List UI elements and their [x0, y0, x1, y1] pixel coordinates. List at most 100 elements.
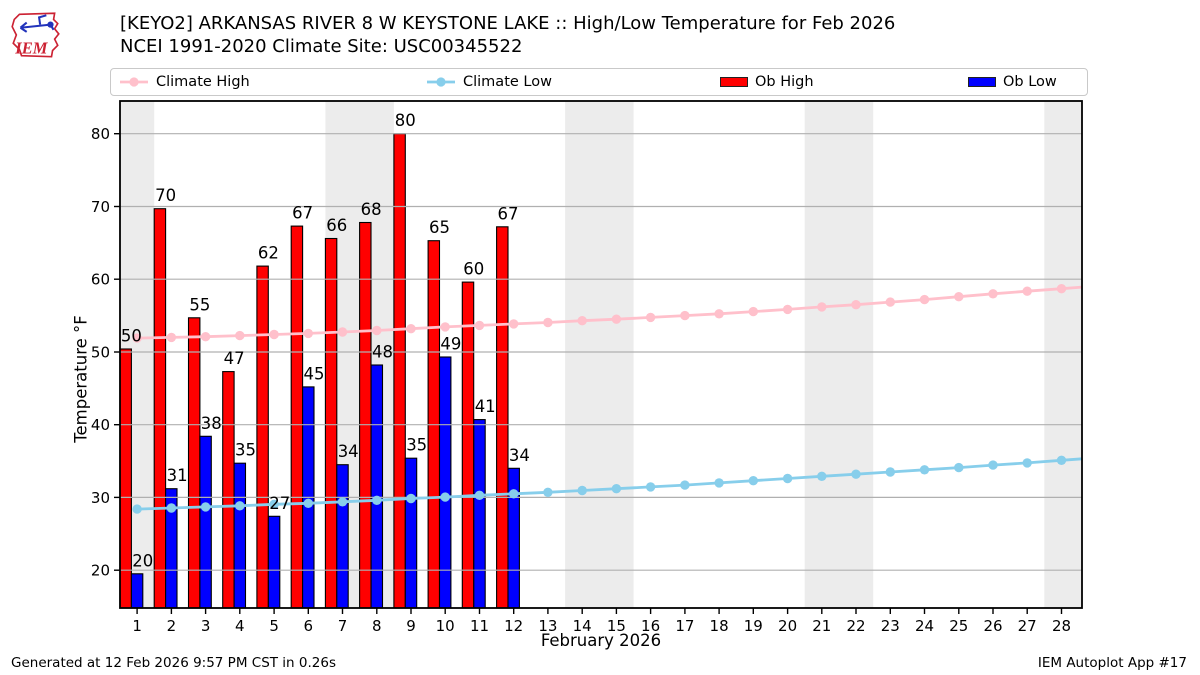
x-tick-label: 11 — [470, 617, 489, 635]
y-tick-label: 50 — [91, 344, 110, 362]
x-tick-label: 28 — [1052, 617, 1071, 635]
y-tick-label: 70 — [91, 198, 110, 216]
ob-high-value-label: 68 — [361, 200, 382, 219]
climate-low-marker — [509, 489, 519, 499]
y-tick-label: 80 — [91, 125, 110, 143]
climate-low-marker — [680, 480, 690, 490]
climate-low-marker — [372, 495, 382, 505]
logo-text: IEM — [14, 39, 48, 58]
ob-high-bar — [153, 208, 167, 609]
climate-low-marker — [235, 501, 245, 511]
climate-high-marker — [406, 324, 416, 334]
climate-low-marker — [543, 487, 553, 497]
climate-low-marker — [611, 484, 622, 494]
x-tick-label: 26 — [983, 617, 1002, 635]
ob-high-bar — [187, 317, 201, 609]
chart-title-block: [KEYO2] ARKANSAS RIVER 8 W KEYSTONE LAKE… — [120, 12, 895, 58]
x-axis-label: February 2026 — [540, 631, 662, 650]
chart-subtitle: NCEI 1991-2020 Climate Site: USC00345522 — [120, 36, 523, 57]
climate-high-line-swatch — [120, 77, 148, 87]
climate-high-marker — [372, 325, 382, 336]
legend-label: Climate High — [156, 74, 250, 90]
ob-high-value-label: 80 — [395, 111, 416, 130]
ob-high-value-label: 67 — [292, 204, 313, 223]
climate-low-marker — [645, 482, 656, 492]
climate-low-marker — [714, 478, 724, 488]
x-tick-label: 6 — [304, 617, 314, 635]
climate-high-marker — [611, 314, 622, 324]
x-tick-label: 3 — [201, 617, 211, 635]
climate-low-marker — [748, 476, 758, 486]
ob-high-value-label: 60 — [463, 260, 484, 279]
x-tick-label: 13 — [538, 617, 557, 635]
climate-high-marker — [1022, 286, 1032, 296]
ob-low-value-label: 27 — [269, 494, 290, 513]
x-tick-label: 10 — [436, 617, 455, 635]
x-tick-label: 1 — [132, 617, 142, 635]
x-tick-label: 4 — [235, 617, 245, 635]
climate-low-marker — [954, 462, 964, 473]
climate-low-marker — [919, 465, 930, 475]
climate-low-marker — [988, 460, 998, 470]
ob-low-value-label: 20 — [132, 551, 153, 570]
y-axis-label: Temperature °F — [71, 315, 91, 443]
x-tick-label: 23 — [881, 617, 900, 635]
ob-low-value-label: 31 — [167, 466, 188, 485]
x-tick-label: 17 — [675, 617, 694, 635]
y-tick-label: 40 — [91, 416, 110, 434]
climate-high-marker — [577, 316, 587, 326]
climate-high-marker — [235, 330, 245, 341]
ob-low-bar — [267, 515, 281, 609]
ob-high-value-label: 65 — [429, 218, 450, 237]
climate-low-marker — [782, 473, 793, 484]
ob-low-bar — [404, 457, 418, 609]
ob-low-swatch — [968, 77, 996, 87]
climate-high-marker — [166, 332, 177, 343]
ob-high-bar — [359, 221, 372, 609]
x-tick-label: 24 — [915, 617, 934, 635]
app-credit: IEM Autoplot App #17 — [1037, 655, 1187, 671]
y-tick-label: 60 — [91, 271, 110, 289]
climate-high-marker — [132, 333, 142, 343]
legend-label: Ob High — [755, 74, 814, 90]
x-tick-label: 22 — [846, 617, 865, 635]
ob-low-value-label: 48 — [372, 343, 393, 362]
x-tick-label: 20 — [778, 617, 797, 635]
climate-high-marker — [337, 327, 348, 337]
legend-item-ob-high: Ob High — [720, 69, 814, 95]
ob-high-swatch — [720, 77, 748, 87]
legend-item-climate-low: Climate Low — [426, 69, 552, 95]
ob-low-value-label: 41 — [475, 397, 496, 416]
y-tick-label: 30 — [91, 489, 110, 507]
legend-label: Ob Low — [1003, 74, 1057, 90]
climate-high-marker — [680, 310, 690, 321]
ob-high-bar — [290, 225, 304, 609]
climate-high-marker — [851, 300, 861, 310]
ob-high-bar — [222, 371, 235, 609]
ob-high-value-label: 47 — [224, 349, 245, 368]
ob-high-bar — [393, 133, 406, 609]
ob-high-bar — [324, 237, 338, 609]
climate-high-marker — [303, 328, 313, 339]
ob-low-value-label: 34 — [338, 442, 359, 461]
legend-item-climate-high: Climate High — [119, 69, 250, 95]
climate-low-marker — [303, 498, 313, 508]
x-tick-label: 15 — [607, 617, 626, 635]
ob-high-value-label: 67 — [498, 204, 519, 223]
x-tick-label: 7 — [338, 617, 348, 635]
ob-low-bar — [130, 573, 144, 609]
ob-low-value-label: 35 — [235, 441, 256, 460]
x-tick-label: 16 — [641, 617, 660, 635]
x-tick-label: 19 — [744, 617, 763, 635]
climate-low-marker — [1022, 458, 1032, 468]
ob-high-bar — [496, 226, 509, 609]
x-tick-label: 21 — [812, 617, 831, 635]
climate-low-marker — [337, 497, 348, 507]
climate-low-marker — [166, 503, 177, 513]
climate-low-marker — [817, 471, 827, 481]
climate-low-marker — [1056, 455, 1067, 465]
ob-low-bar — [233, 462, 247, 609]
ob-low-bar — [370, 364, 384, 609]
